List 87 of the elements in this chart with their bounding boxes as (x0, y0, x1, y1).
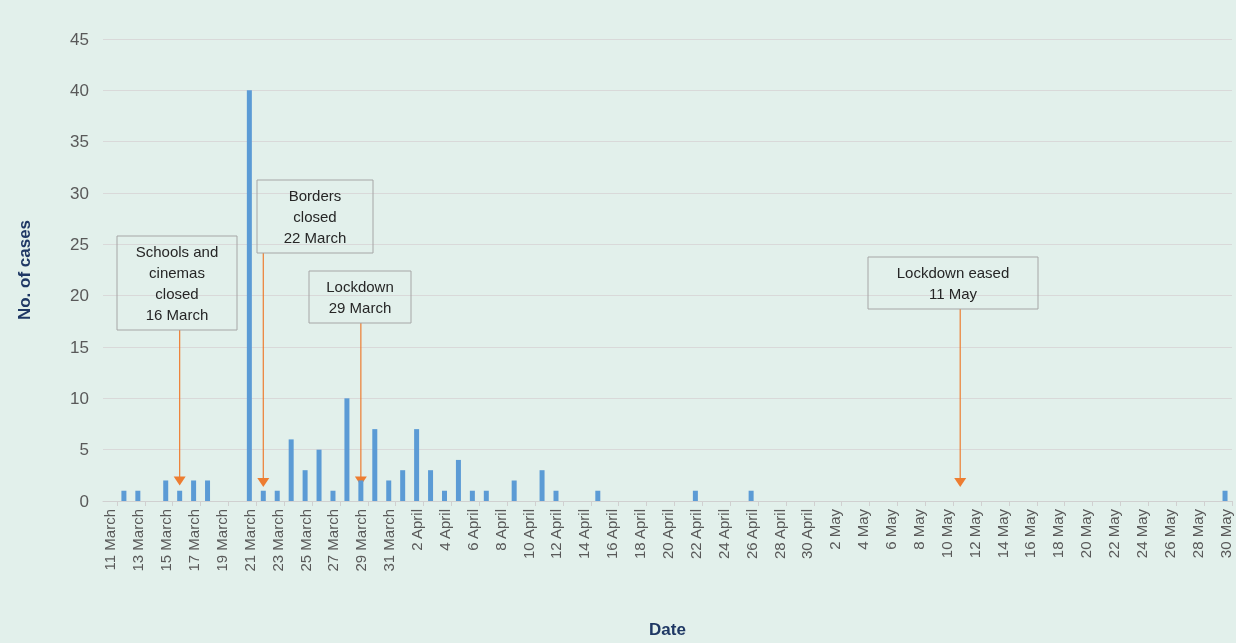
x-axis-title: Date (649, 620, 686, 639)
x-tick-label: 24 April (714, 509, 732, 560)
y-tick-label: 5 (79, 440, 89, 460)
bar (163, 480, 169, 501)
x-tick-label: 24 May (1132, 508, 1150, 559)
annotation: Borders closed 22 March (283, 187, 347, 246)
x-tick-label: 18 May (1049, 508, 1067, 559)
bar (400, 470, 406, 501)
bar (469, 490, 475, 501)
x-tick-label: 19 March (212, 509, 230, 572)
y-tick-label: 35 (70, 132, 89, 152)
annotation: Schools and cinemas closed 16 March (135, 243, 219, 323)
x-tick-label: 22 April (686, 509, 704, 560)
bar (121, 490, 127, 501)
x-tick-label: 2 April (408, 509, 426, 551)
bar (177, 490, 183, 501)
x-tick-label: 6 May (882, 508, 900, 550)
x-tick-label: 2 May (826, 508, 844, 550)
x-tick-label: 25 March (296, 509, 314, 572)
bar (246, 90, 252, 501)
bar (539, 470, 545, 501)
bar (330, 490, 336, 501)
y-tick-label: 25 (70, 234, 89, 254)
x-tick-label: 20 April (659, 509, 676, 560)
y-tick-label: 20 (70, 286, 89, 306)
bar (414, 429, 420, 501)
y-tick-label: 40 (70, 80, 89, 100)
bar (274, 490, 280, 501)
x-tick-label: 4 April (435, 509, 453, 551)
y-tick-label: 45 (70, 29, 89, 49)
bar (428, 470, 434, 501)
x-tick-label: 26 April (742, 509, 760, 560)
x-tick-label: 4 May (854, 508, 872, 550)
bar (595, 490, 601, 501)
x-tick-label: 30 April (798, 509, 816, 560)
bar (135, 490, 141, 501)
x-tick-label: 8 May (909, 508, 927, 550)
x-tick-label: 12 May (965, 508, 983, 559)
bar (302, 470, 308, 501)
bar (748, 490, 754, 501)
x-tick-label: 26 May (1160, 508, 1178, 559)
x-tick-label: 15 March (157, 509, 175, 572)
x-tick-label: 14 April (575, 509, 593, 560)
bar (1222, 490, 1228, 501)
x-tick-label: 23 March (268, 509, 286, 572)
bar (455, 459, 461, 501)
y-tick-label: 30 (70, 183, 89, 203)
y-tick-label: 15 (70, 337, 89, 357)
x-tick-label: 16 May (1021, 508, 1039, 559)
annotation: Lockdown 29 March (326, 278, 394, 316)
bar (288, 439, 294, 501)
x-tick-label: 28 April (770, 509, 788, 560)
bar (553, 490, 559, 501)
bar (372, 429, 378, 501)
x-tick-label: 27 March (324, 509, 342, 572)
x-tick-label: 10 April (519, 509, 537, 560)
bar (260, 490, 266, 501)
x-tick-label: 16 April (603, 509, 621, 560)
x-tick-label: 29 March (352, 509, 370, 572)
x-tick-label: 12 April (547, 509, 565, 560)
x-tick-label: 6 April (463, 509, 481, 551)
bar (316, 449, 322, 501)
x-tick-label: 17 March (185, 509, 203, 572)
bar (344, 398, 350, 501)
x-tick-label: 13 March (129, 509, 147, 572)
x-tick-label: 31 March (380, 509, 398, 572)
bar (692, 490, 698, 501)
x-tick-label: 28 May (1188, 508, 1206, 559)
x-tick-label: 30 May (1216, 508, 1234, 559)
x-tick-label: 10 May (937, 508, 955, 559)
x-tick-label: 21 March (240, 509, 258, 572)
x-tick-label: 18 April (631, 509, 649, 560)
x-tick-label: 14 May (993, 508, 1011, 559)
x-tick-label: 22 May (1105, 508, 1123, 559)
bar (191, 480, 197, 501)
y-tick-label: 10 (70, 388, 89, 408)
annotation: Lockdown eased 11 May (896, 264, 1010, 302)
bar (441, 490, 447, 501)
bar (511, 480, 517, 501)
bar (205, 480, 211, 501)
x-tick-label: 8 April (491, 509, 509, 551)
bar (483, 490, 489, 501)
bar (386, 480, 392, 501)
y-tick-label: 0 (79, 491, 89, 511)
x-tick-label: 11 March (101, 509, 119, 571)
x-tick-label: 20 May (1077, 508, 1095, 559)
y-axis-title: No. of cases (15, 219, 34, 321)
